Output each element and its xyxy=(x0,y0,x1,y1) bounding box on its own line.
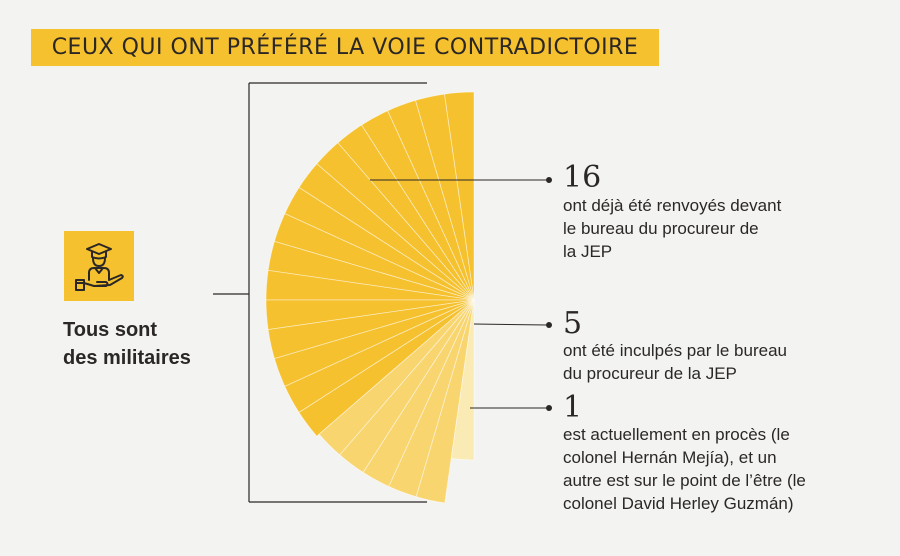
leader-lines xyxy=(369,177,552,411)
description-16: ont déjà été renvoyés devant le bureau d… xyxy=(563,196,782,261)
leader-dot-2 xyxy=(546,322,552,328)
value-label-5: 5 xyxy=(563,306,583,341)
value-label-16: 16 xyxy=(563,160,602,195)
wedge-group-3 xyxy=(450,299,475,461)
description-5: ont été inculpés par le bureau du procur… xyxy=(563,341,787,383)
subject-label: Tous sont des militaires xyxy=(63,316,223,372)
title-banner: CEUX QUI ONT PRÉFÉRÉ LA VOIE CONTRADICTO… xyxy=(31,29,659,66)
grouping-bracket xyxy=(213,82,427,503)
description-1: est actuellement en procès (le colonel H… xyxy=(563,425,806,513)
leader-dot-1 xyxy=(546,177,552,183)
soldier-in-hand-icon xyxy=(64,231,134,301)
value-label-1: 1 xyxy=(563,390,583,425)
chart-wedges xyxy=(265,91,475,504)
leader-dot-3 xyxy=(546,405,552,411)
wedge-group-1 xyxy=(298,299,475,437)
chart-title: CEUX QUI ONT PRÉFÉRÉ LA VOIE CONTRADICTO… xyxy=(51,35,639,60)
wedge-group-2 xyxy=(415,299,475,504)
subject-line-1: Tous sont xyxy=(63,319,158,341)
leader-line-2 xyxy=(473,323,548,326)
subject-line-2: des militaires xyxy=(63,347,191,369)
